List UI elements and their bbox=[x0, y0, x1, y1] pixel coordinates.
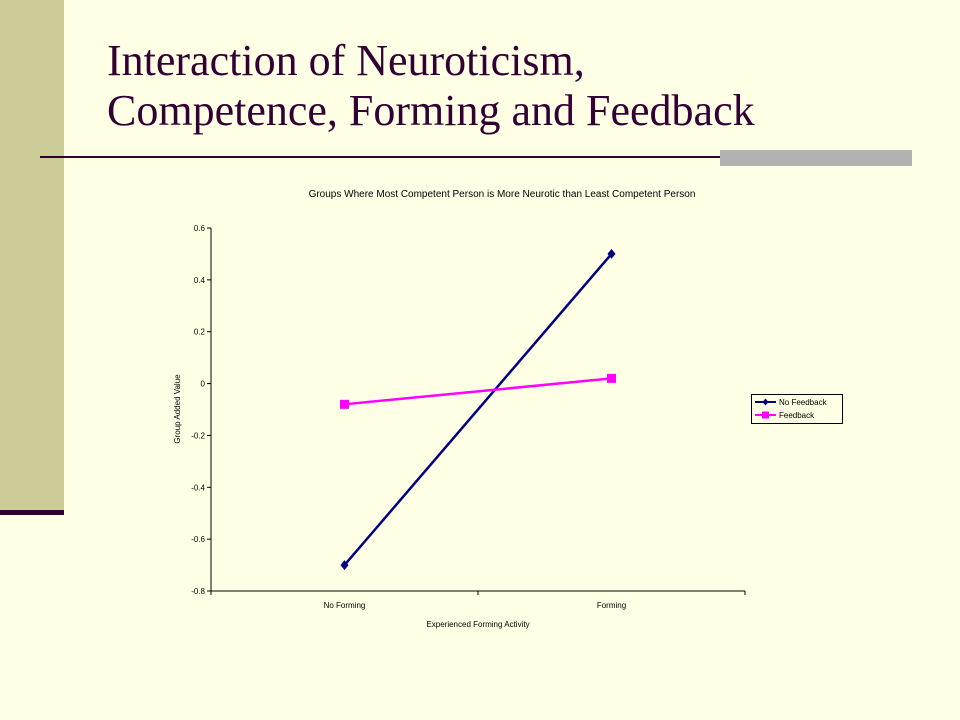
x-tick-label: No Forming bbox=[324, 601, 366, 610]
y-tick-label: 0.6 bbox=[194, 224, 206, 233]
x-axis-ticks: No Forming Forming bbox=[210, 591, 746, 610]
series-line bbox=[344, 377, 612, 406]
data-point-diamond bbox=[340, 560, 349, 571]
chart-series bbox=[340, 248, 616, 571]
y-tick-label: 0.2 bbox=[194, 328, 206, 337]
data-point-diamond bbox=[607, 248, 616, 259]
title-underline bbox=[40, 156, 912, 158]
y-tick-label: -0.2 bbox=[191, 431, 205, 440]
y-axis-label: Group Added Value bbox=[173, 374, 182, 444]
x-tick-label: Forming bbox=[597, 601, 626, 610]
series-line bbox=[343, 253, 613, 566]
y-tick-label: -0.8 bbox=[191, 587, 205, 596]
y-tick-label: 0 bbox=[201, 380, 206, 389]
data-point-square bbox=[607, 373, 616, 383]
legend-marker-square bbox=[762, 411, 769, 419]
x-axis-label: Experienced Forming Activity bbox=[426, 620, 529, 629]
y-axis-ticks: 0.6 0.4 0.2 0 -0.2 -0.4 -0.6 -0.8 bbox=[191, 224, 211, 596]
legend-marker-diamond bbox=[762, 398, 769, 406]
chart-title: Groups Where Most Competent Person is Mo… bbox=[309, 189, 696, 200]
data-point-square bbox=[340, 399, 349, 409]
slide-title-line-2: Competence, Forming and Feedback bbox=[107, 86, 755, 135]
y-tick-label: -0.4 bbox=[191, 483, 205, 492]
legend-label: No Feedback bbox=[779, 398, 828, 407]
y-tick-label: -0.6 bbox=[191, 535, 205, 544]
left-accent-band bbox=[0, 0, 64, 512]
legend-label: Feedback bbox=[779, 411, 815, 420]
slide-title-line-1: Interaction of Neuroticism, bbox=[107, 36, 585, 85]
left-band-rule bbox=[0, 510, 64, 515]
title-accent-bar bbox=[720, 150, 912, 166]
slide-title: Interaction of Neuroticism, Competence, … bbox=[107, 36, 927, 136]
y-tick-label: 0.4 bbox=[194, 276, 206, 285]
chart-legend: No Feedback Feedback bbox=[751, 394, 843, 424]
